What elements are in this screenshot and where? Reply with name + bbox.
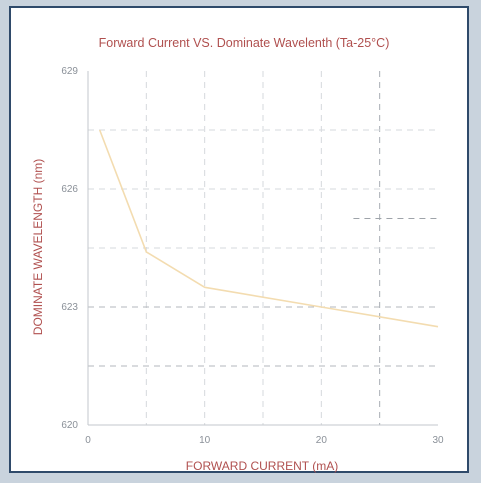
- y-axis-label: DOMINATE WAVELENGTH (nm): [31, 159, 45, 335]
- x-axis-label: FORWARD CURRENT (mA): [186, 459, 338, 473]
- y-tick-label: 623: [61, 302, 78, 313]
- x-tick-label: 30: [432, 435, 444, 446]
- series-line: [98, 129, 439, 328]
- y-tick-label: 620: [61, 420, 78, 431]
- ticks: 620 623 626 629 0 10 20 30: [61, 66, 444, 446]
- series-layer: [98, 129, 439, 328]
- chart-title: Forward Current VS. Dominate Wavelenth (…: [99, 36, 390, 50]
- x-tick-label: 10: [199, 435, 211, 446]
- x-tick-label: 0: [85, 435, 91, 446]
- grid: [87, 71, 438, 426]
- y-tick-label: 626: [61, 184, 78, 195]
- chart-frame: [9, 6, 469, 473]
- y-tick-label: 629: [61, 66, 78, 77]
- x-tick-label: 20: [316, 435, 328, 446]
